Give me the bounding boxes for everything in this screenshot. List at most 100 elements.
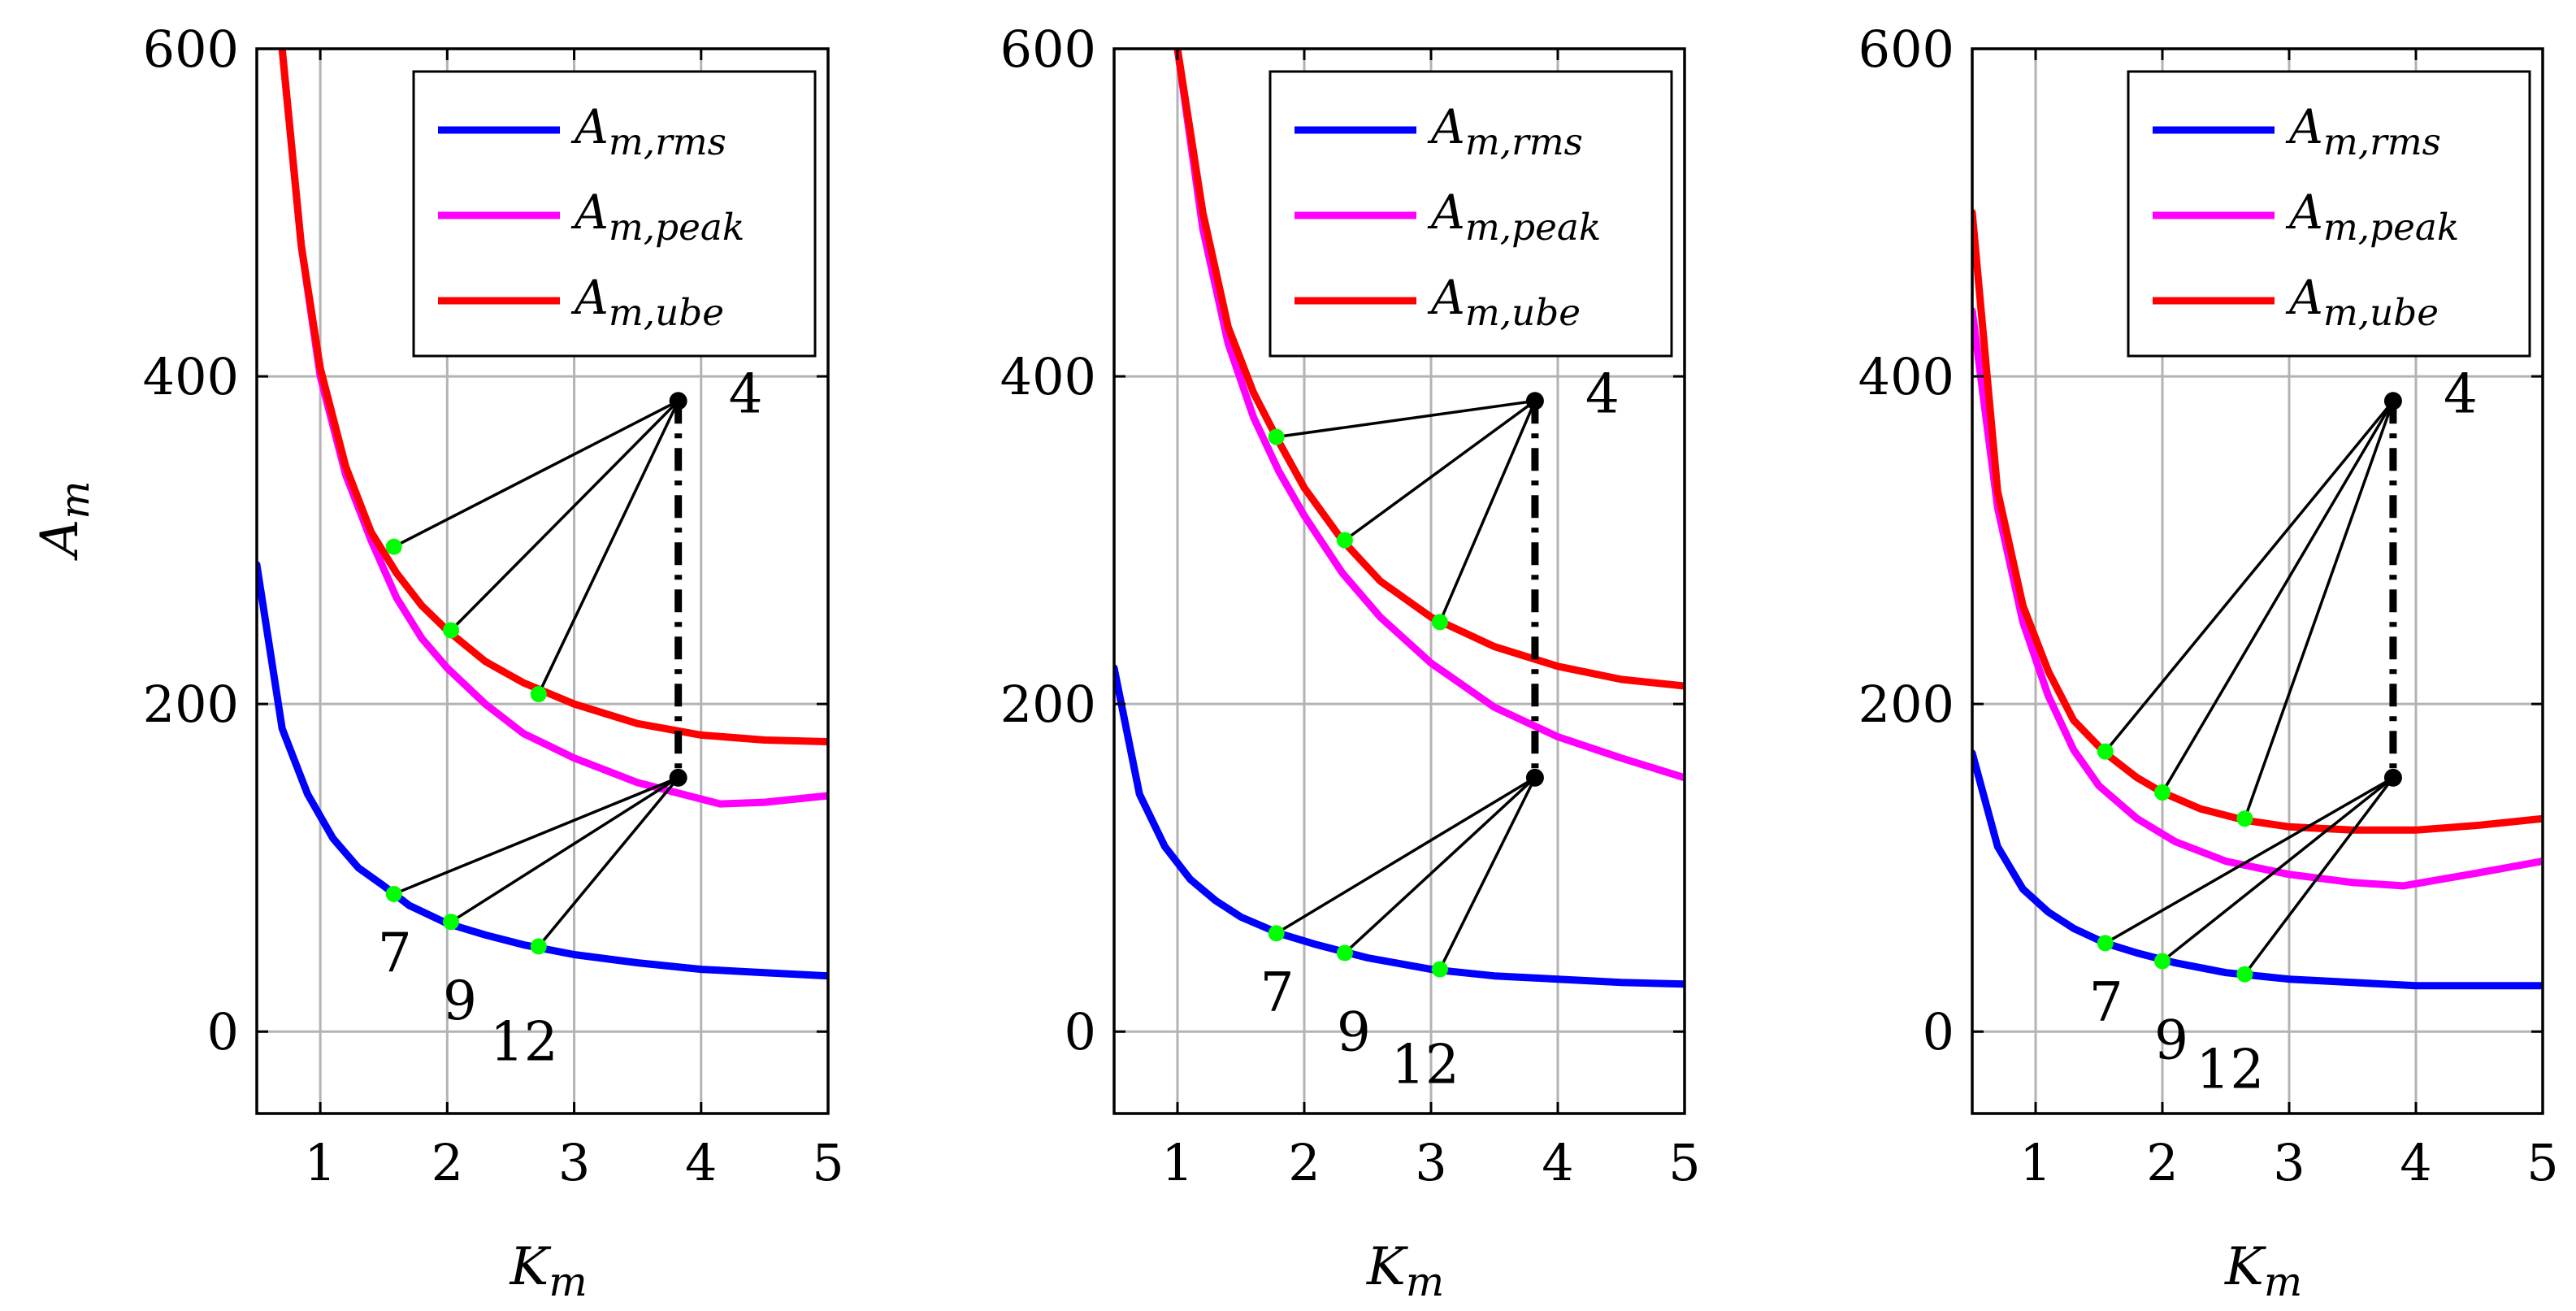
legend-label: Am,ube: [1427, 270, 1581, 334]
marker-point: [1268, 925, 1285, 942]
annotation-label: 4: [2444, 362, 2478, 425]
annotation-apex-lower: [1525, 768, 1544, 787]
legend-label: Am,rms: [570, 99, 726, 163]
x-tick-label: 3: [2273, 1133, 2305, 1192]
point-label: 12: [490, 1010, 558, 1073]
axis-frame: [1971, 47, 2544, 1115]
y-tick-label: 400: [1000, 347, 1096, 406]
annotation-connector-upper: [1438, 400, 1537, 623]
y-tick-label: 400: [143, 347, 239, 406]
legend-label: Am,ube: [570, 270, 724, 334]
legend-label: Am,peak: [1427, 184, 1601, 249]
x-axis-label: Km: [1366, 1237, 1444, 1305]
annotation-connector-lower: [2104, 776, 2394, 944]
x-tick-label: 2: [432, 1133, 463, 1192]
y-tick-label: 400: [1858, 347, 1954, 406]
series-line-a-m-rms: [1114, 664, 1685, 988]
annotation-apex-lower: [2383, 768, 2402, 787]
annotation-connector-upper: [1343, 399, 1536, 542]
x-tick-label: 2: [1288, 1133, 1320, 1192]
x-tick-label: 5: [812, 1133, 843, 1192]
y-tick-label: 600: [143, 20, 239, 79]
point-label: 9: [443, 970, 477, 1032]
marker-point: [530, 938, 547, 955]
marker-point: [385, 538, 402, 555]
y-tick-label: 200: [143, 675, 239, 734]
annotation-apex-lower: [669, 768, 687, 787]
marker-point: [385, 885, 402, 902]
marker-point: [2097, 743, 2114, 760]
y-axis-label: Am: [30, 480, 98, 561]
x-tick-label: 5: [1668, 1133, 1700, 1192]
annotation-connector-upper: [2161, 400, 2395, 793]
marker-point: [2236, 966, 2253, 983]
x-tick-label: 4: [2400, 1133, 2431, 1192]
point-label: 9: [2154, 1009, 2188, 1072]
y-tick-label: 0: [1065, 1002, 1096, 1061]
legend-label: Am,rms: [1427, 99, 1583, 163]
annotation-connector-upper: [1276, 399, 1536, 439]
y-tick-label: 0: [207, 1002, 239, 1061]
legend-label: Am,rms: [2285, 99, 2441, 163]
y-tick-label: 200: [1858, 675, 1954, 734]
legend-label: Am,ube: [2285, 270, 2439, 334]
annotation-apex-upper: [1525, 392, 1544, 410]
marker-point: [1336, 944, 1353, 962]
marker-point: [2236, 810, 2253, 827]
x-tick-label: 5: [2526, 1133, 2558, 1192]
annotation-connector-lower: [537, 776, 680, 948]
series-line-a-m-peak: [1972, 307, 2543, 890]
marker-point: [530, 686, 547, 703]
y-tick-label: 600: [1858, 20, 1954, 79]
x-tick-label: 3: [1415, 1133, 1446, 1192]
annotation-connector-lower: [1343, 776, 1537, 954]
annotation-connector-lower: [1275, 776, 1536, 935]
x-tick-label: 4: [1542, 1133, 1573, 1192]
annotation-connector-lower: [2244, 776, 2395, 975]
marker-point: [443, 622, 460, 639]
x-axis-label: Km: [2224, 1237, 2302, 1305]
legend-label: Am,peak: [2285, 184, 2459, 249]
annotation-connector-lower: [393, 776, 679, 896]
annotation-label: 4: [1585, 362, 1620, 425]
annotation-connector-upper: [449, 400, 679, 632]
marker-point: [1336, 532, 1353, 549]
annotation-apex-upper: [669, 392, 687, 410]
legend-label: Am,peak: [570, 184, 744, 249]
point-label: 12: [1391, 1034, 1459, 1096]
annotation-connector-upper: [2104, 400, 2395, 753]
series-line-a-m-rms: [257, 561, 828, 980]
annotation-connector-upper: [537, 400, 680, 695]
axis-frame: [255, 47, 830, 1115]
series-line-a-m-peak: [1173, 49, 1685, 782]
x-tick-label: 2: [2146, 1133, 2178, 1192]
annotation-label: 4: [729, 362, 763, 425]
marker-point: [2097, 935, 2114, 952]
marker-point: [1268, 428, 1285, 445]
axis-frame: [1112, 47, 1686, 1115]
annotation-apex-upper: [2383, 392, 2402, 410]
marker-point: [1431, 961, 1448, 978]
y-tick-label: 200: [1000, 675, 1096, 734]
x-tick-label: 3: [558, 1133, 590, 1192]
annotation-connector-upper: [392, 399, 679, 549]
point-label: 12: [2196, 1039, 2264, 1101]
x-tick-label: 1: [304, 1133, 336, 1192]
annotation-connector-lower: [2161, 776, 2395, 962]
marker-point: [2154, 784, 2171, 801]
annotation-connector-lower: [1438, 777, 1537, 970]
x-axis-label: Km: [510, 1237, 588, 1305]
point-label: 7: [1260, 961, 1295, 1023]
annotation-connector-upper: [2243, 400, 2395, 819]
marker-point: [2154, 953, 2171, 970]
marker-point: [443, 914, 460, 931]
point-label: 7: [378, 922, 412, 984]
y-tick-label: 0: [1923, 1002, 1954, 1061]
x-tick-label: 1: [2019, 1133, 2051, 1192]
y-tick-label: 600: [1000, 20, 1096, 79]
point-label: 7: [2089, 970, 2123, 1033]
annotation-connector-lower: [450, 776, 679, 923]
